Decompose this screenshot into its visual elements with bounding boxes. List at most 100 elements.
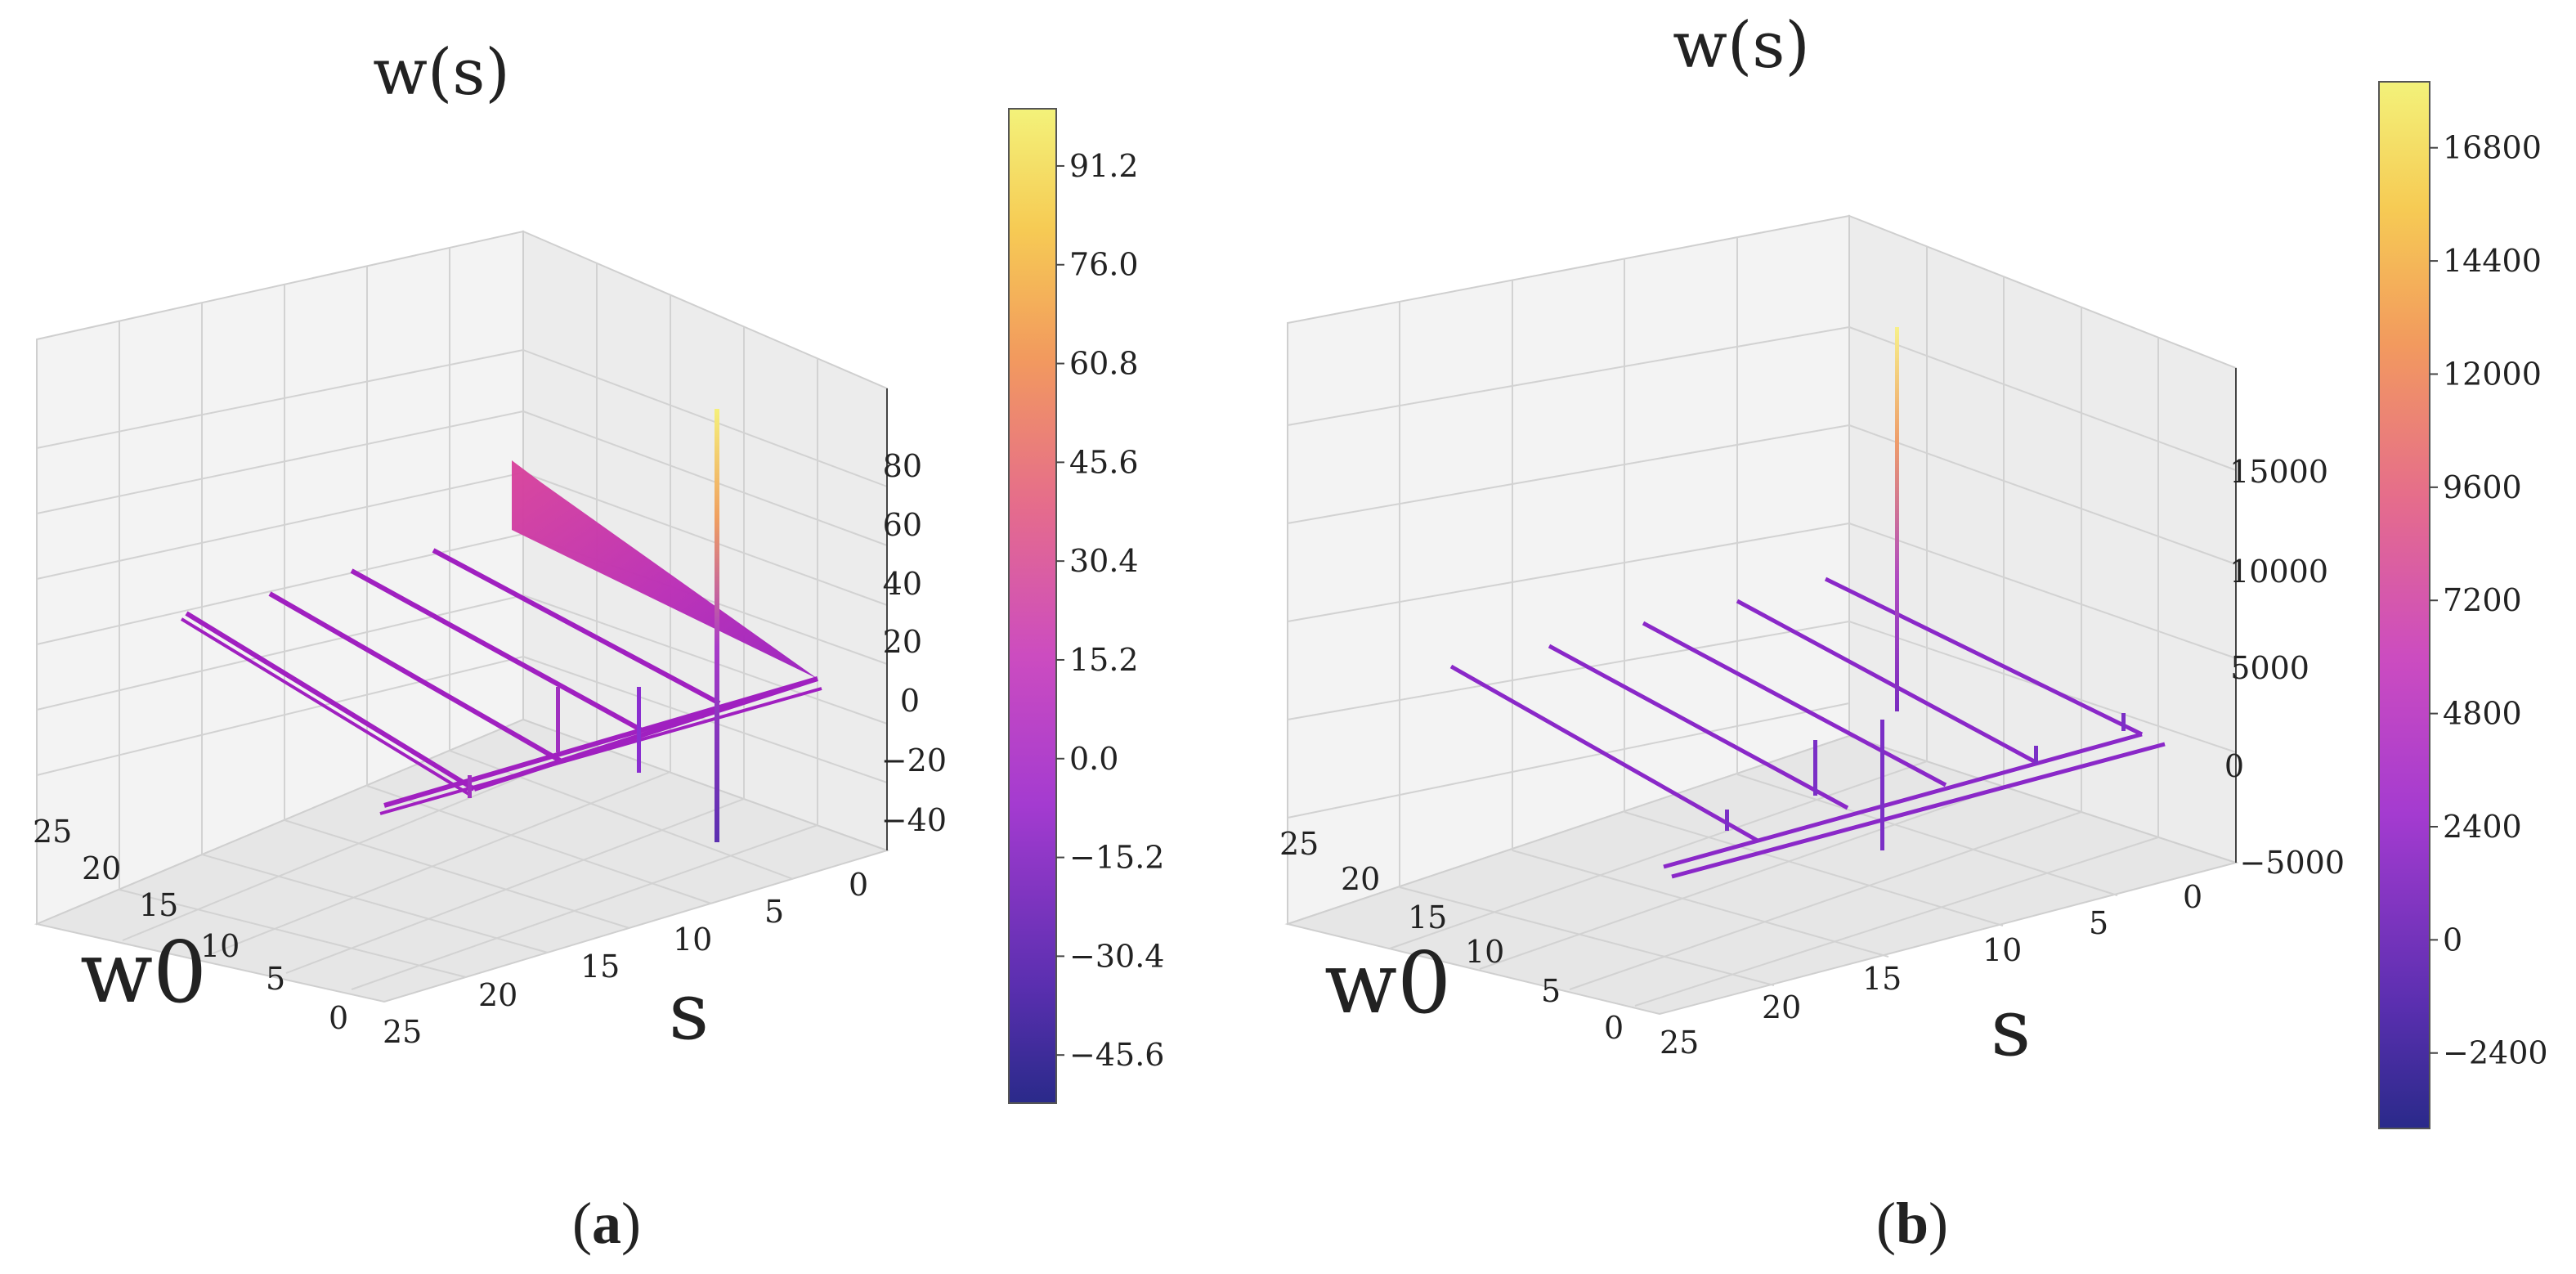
s-tick: 20 (478, 977, 517, 1013)
w0-tick: 0 (329, 1000, 348, 1036)
colorbar-tick-label: 45.6 (1069, 444, 1139, 480)
s-tick: 5 (2089, 905, 2108, 941)
line-w0-25 (1449, 664, 1759, 843)
line-w0-5 (1824, 576, 2144, 737)
panel-letter: b (1896, 1191, 1929, 1256)
s-tick: 10 (1982, 932, 2022, 968)
spike-b-6 (2034, 746, 2038, 764)
z-tick: 15000 (2229, 454, 2328, 490)
colorbar-tick-label: −30.4 (1069, 938, 1164, 974)
w0-axis-label: w0 (80, 922, 207, 1022)
line-w0-10 (1736, 599, 2037, 765)
colorbar-tick-label: 16800 (2443, 130, 2542, 166)
colorbar-tick-label: 9600 (2443, 469, 2522, 505)
z-tick: 40 (883, 566, 922, 602)
grid-a (36, 248, 888, 990)
colorbar-tick-label: 4800 (2443, 696, 2522, 732)
spikes-a (468, 409, 719, 842)
w0-ticks-a: 25 20 15 10 5 0 (33, 814, 348, 1036)
colorbar-tick-label: 7200 (2443, 582, 2522, 618)
line-along-front-b (1671, 742, 2166, 879)
z-tick: −40 (881, 802, 947, 838)
colorbar-a (1008, 108, 1057, 1104)
spike-b-3 (1813, 740, 1817, 796)
w0-tick: 5 (1541, 973, 1561, 1009)
z-ticks-b: −5000 0 5000 10000 15000 (2224, 454, 2345, 881)
spike-b-1 (1895, 327, 1899, 711)
s-axis-label: s (669, 966, 709, 1057)
w0-tick: 5 (266, 961, 285, 997)
spike-b-2 (1880, 720, 1884, 850)
colorbar-tick-label: 30.4 (1069, 543, 1139, 579)
colorbar-tick-label: −2400 (2443, 1035, 2548, 1071)
colorbar-tick-label: 14400 (2443, 243, 2542, 279)
s-tick: 25 (383, 1014, 422, 1050)
colorbar-tick-label: 0 (2443, 922, 2462, 958)
spike-a-2 (637, 687, 641, 773)
s-axis-label: s (1991, 982, 2031, 1074)
line-w0-15 (350, 568, 643, 733)
z-tick: 5000 (2230, 650, 2309, 686)
panel-label: (a) (572, 1191, 641, 1256)
colorbar-tick-label: −15.2 (1069, 840, 1164, 876)
line-w0-15 (1642, 621, 1947, 787)
w0-tick: 20 (82, 850, 121, 886)
z-tick: 80 (883, 448, 922, 484)
s-ticks-b: 25 20 15 10 5 0 (1660, 879, 2202, 1061)
colorbar-tick-label: 12000 (2443, 356, 2542, 392)
z-tick: 0 (2224, 748, 2244, 784)
s-tick: 15 (580, 949, 620, 985)
z-tick: −5000 (2239, 845, 2345, 881)
w0-ticks-b: 25 20 15 10 5 0 (1279, 826, 1624, 1046)
panel-label: (b) (1876, 1191, 1948, 1256)
w0-axis-label: w0 (1324, 933, 1451, 1033)
z-tick: −20 (881, 742, 947, 778)
chart-title: w(s) (1673, 9, 1810, 83)
lines-b (1449, 576, 2166, 879)
colorbar-ticks-a: −45.6 −30.4 −15.2 0.0 15.2 30.4 45.6 60.8 76.0 91… (1056, 148, 1164, 1073)
s-tick: 20 (1762, 989, 1801, 1025)
w0-tick: 15 (139, 887, 178, 923)
spike-a-1 (715, 409, 719, 842)
z-tick: 0 (900, 683, 920, 719)
colorbar-b (2378, 81, 2430, 1129)
w0-tick: 15 (1408, 899, 1447, 935)
panel-a: −40 −20 0 20 40 60 80 25 20 15 10 5 0 25… (33, 36, 1164, 1256)
w0-tick: 0 (1604, 1010, 1624, 1046)
s-tick: 5 (764, 894, 784, 930)
w0-tick: 25 (1279, 826, 1319, 862)
s-ticks-a: 25 20 15 10 5 0 (383, 867, 868, 1050)
z-tick: 20 (883, 624, 922, 660)
line-w0-10 (432, 548, 721, 706)
z-tick: 10000 (2229, 554, 2328, 590)
line-along-front (1663, 732, 2143, 869)
grid-b (1287, 237, 2237, 1007)
colorbar-tick-label: 15.2 (1069, 642, 1139, 678)
line-along-front-b (379, 687, 822, 815)
s-tick: 0 (849, 867, 868, 903)
panel-b: −5000 0 5000 10000 15000 25 20 15 10 5 0… (1279, 9, 2548, 1256)
colorbar-tick-label: 0.0 (1069, 741, 1118, 777)
chart-title: w(s) (373, 36, 510, 110)
s-tick: 0 (2183, 879, 2202, 915)
s-tick: 15 (1862, 961, 1902, 997)
line-w0-20 (268, 591, 562, 763)
panel-letter: a (592, 1191, 621, 1256)
lines-a (180, 548, 822, 815)
colorbar-ticks-b: −2400 0 2400 4800 7200 9600 12000 14400 16800 (2430, 130, 2548, 1071)
z-tick: 60 (883, 507, 922, 543)
colorbar-tick-label: −45.6 (1069, 1037, 1164, 1073)
colorbar-tick-label: 76.0 (1069, 247, 1139, 283)
line-w0-25b (180, 617, 472, 796)
spike-a-4 (468, 775, 472, 798)
spike-a-3 (556, 687, 560, 752)
spikes-b (1725, 327, 2126, 850)
spike-b-4 (1725, 810, 1729, 831)
w0-tick: 10 (1465, 934, 1504, 970)
line-w0-25 (185, 611, 476, 792)
s-tick: 25 (1660, 1025, 1699, 1061)
w0-tick: 25 (33, 814, 72, 850)
colorbar-tick-label: 91.2 (1069, 148, 1139, 184)
spike-b-5 (2121, 713, 2126, 731)
